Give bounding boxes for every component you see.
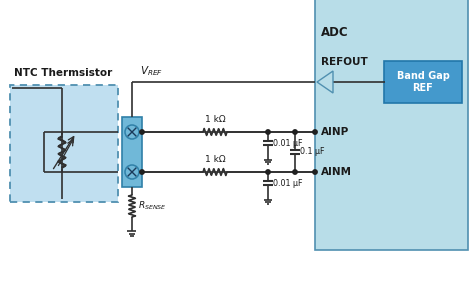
Text: $V_{REF}$: $V_{REF}$ [140,64,163,78]
Text: 1 kΩ: 1 kΩ [205,155,225,164]
Text: 0.1 μF: 0.1 μF [300,148,325,157]
Circle shape [313,130,317,134]
Circle shape [293,130,297,134]
Bar [122,117,142,187]
Circle shape [266,170,270,174]
Text: $R_{SENSE}$: $R_{SENSE}$ [138,200,167,212]
Text: Band Gap
REF: Band Gap REF [397,71,449,93]
Circle shape [125,125,139,139]
Circle shape [266,130,270,134]
FancyBboxPatch shape [10,85,118,202]
Circle shape [293,170,297,174]
Text: 1 kΩ: 1 kΩ [205,115,225,124]
Circle shape [140,130,144,134]
Circle shape [125,165,139,179]
Text: REFOUT: REFOUT [321,57,368,67]
Text: 0.01 μF: 0.01 μF [273,179,302,188]
Circle shape [313,170,317,174]
Text: AINM: AINM [321,167,352,177]
Circle shape [140,170,144,174]
FancyBboxPatch shape [315,0,468,250]
Text: NTC Thermsistor: NTC Thermsistor [14,68,112,78]
Text: AINP: AINP [321,127,349,137]
FancyBboxPatch shape [384,61,462,103]
Text: 0.01 μF: 0.01 μF [273,140,302,148]
Polygon shape [317,71,333,93]
Text: ADC: ADC [321,26,348,38]
